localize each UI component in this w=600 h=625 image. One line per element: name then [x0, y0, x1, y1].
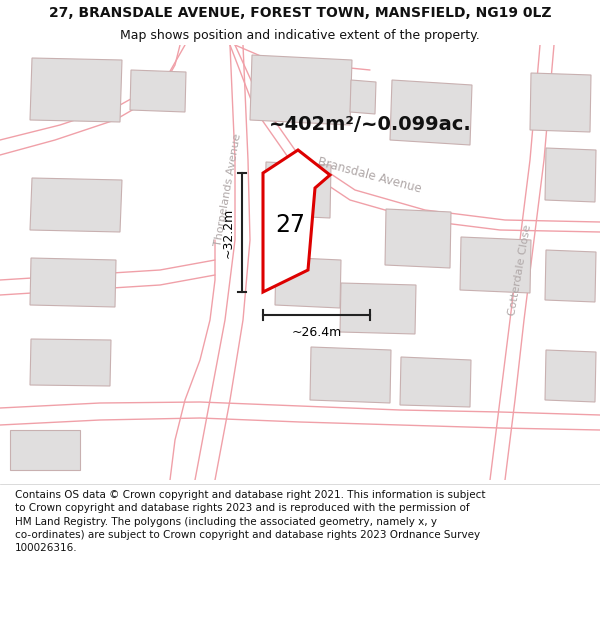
- Text: 27, BRANSDALE AVENUE, FOREST TOWN, MANSFIELD, NG19 0LZ: 27, BRANSDALE AVENUE, FOREST TOWN, MANSF…: [49, 6, 551, 19]
- Polygon shape: [340, 283, 416, 334]
- Polygon shape: [263, 150, 330, 292]
- Text: Bransdale Avenue: Bransdale Avenue: [317, 155, 423, 195]
- Polygon shape: [275, 257, 341, 308]
- Polygon shape: [545, 148, 596, 202]
- Text: ~32.2m: ~32.2m: [221, 208, 235, 258]
- Polygon shape: [530, 73, 591, 132]
- Text: ~26.4m: ~26.4m: [292, 326, 341, 339]
- Polygon shape: [250, 55, 352, 125]
- Text: Contains OS data © Crown copyright and database right 2021. This information is : Contains OS data © Crown copyright and d…: [15, 490, 485, 553]
- Polygon shape: [30, 178, 122, 232]
- Text: ~402m²/~0.099ac.: ~402m²/~0.099ac.: [269, 116, 472, 134]
- Polygon shape: [10, 430, 80, 470]
- Polygon shape: [350, 80, 376, 114]
- Text: Cotterdale Close: Cotterdale Close: [507, 224, 533, 316]
- Polygon shape: [310, 347, 391, 403]
- Text: 27: 27: [275, 213, 305, 237]
- Polygon shape: [390, 80, 472, 145]
- Text: Thorpelands Avenue: Thorpelands Avenue: [213, 133, 243, 247]
- Polygon shape: [400, 357, 471, 407]
- Polygon shape: [30, 58, 122, 122]
- Polygon shape: [130, 70, 186, 112]
- Polygon shape: [545, 250, 596, 302]
- Polygon shape: [265, 162, 331, 218]
- Polygon shape: [30, 339, 111, 386]
- Polygon shape: [460, 237, 531, 293]
- Polygon shape: [30, 258, 116, 307]
- Polygon shape: [545, 350, 596, 402]
- Text: Map shows position and indicative extent of the property.: Map shows position and indicative extent…: [120, 29, 480, 42]
- Polygon shape: [385, 209, 451, 268]
